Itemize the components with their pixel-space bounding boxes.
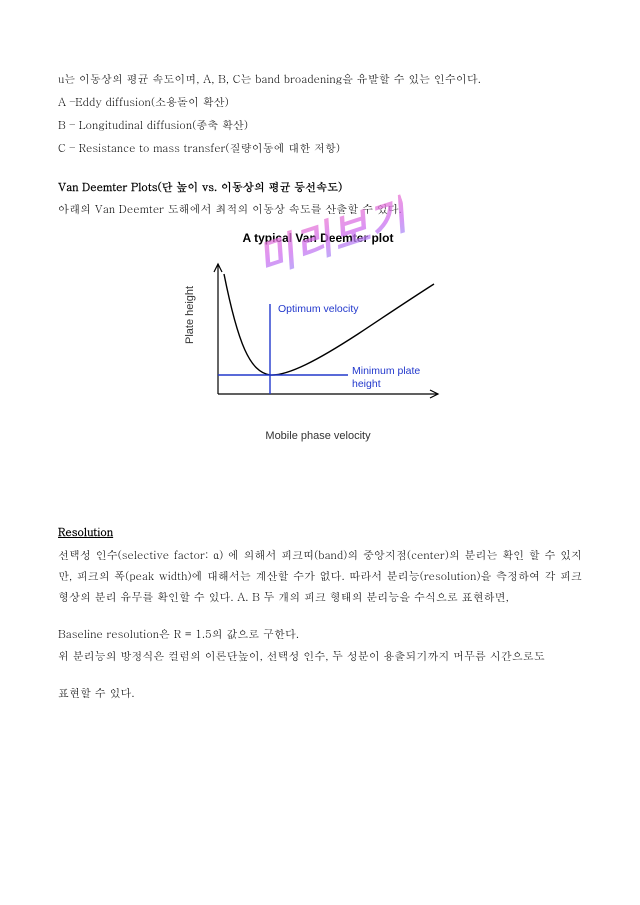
resolution-body-4: 표현할 수 있다.: [58, 684, 582, 705]
optimum-velocity-label: Optimum velocity: [278, 300, 359, 320]
resolution-body-1: 선택성 인수(selective factor: α) 에 의해서 피크띠(ba…: [58, 546, 582, 609]
vandeemter-chart: A typical Van Deemter plot Plate height …: [178, 227, 458, 447]
chart-area: Plate height Optimum velocity Minimum pl…: [188, 254, 448, 424]
intro-line-2: A –Eddy diffusion(소용돌이 확산): [58, 93, 582, 114]
intro-line-3: B – Longitudinal diffusion(종축 확산): [58, 116, 582, 137]
chart-xlabel: Mobile phase velocity: [178, 426, 458, 447]
chart-title: A typical Van Deemter plot: [178, 227, 458, 250]
minimum-plate-height-label: Minimum plate height: [352, 365, 420, 390]
section-vandeemter-desc: 아래의 Van Deemter 도해에서 최적의 이동상 속도를 산출할 수 있…: [58, 200, 582, 221]
resolution-body-2: Baseline resolution은 R = 1.5의 값으로 구한다.: [58, 625, 582, 646]
chart-ylabel: Plate height: [180, 286, 201, 344]
intro-line-1: u는 이동상의 평균 속도이며, A, B, C는 band broadenin…: [58, 70, 582, 91]
min-label-line1: Minimum plate: [352, 365, 420, 377]
section-resolution-title: Resolution: [58, 523, 582, 544]
section-vandeemter-title: Van Deemter Plots(단 높이 vs. 이동상의 평균 등선속도): [58, 178, 582, 199]
intro-line-4: C – Resistance to mass transfer(질량이동에 대한…: [58, 139, 582, 160]
resolution-body-3: 위 분리능의 방정식은 컬럼의 이론단높이, 선택성 인수, 두 성분이 용출되…: [58, 647, 582, 668]
min-label-line2: height: [352, 378, 381, 390]
